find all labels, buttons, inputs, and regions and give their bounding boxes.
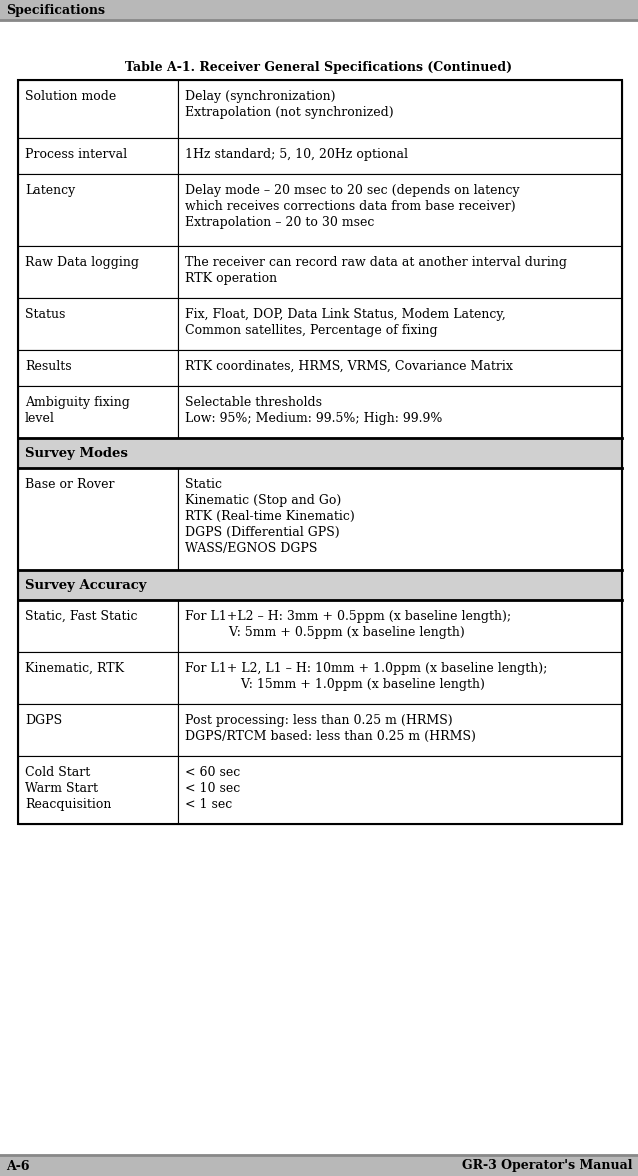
Text: RTK (Real-time Kinematic): RTK (Real-time Kinematic) [185, 510, 355, 523]
Text: Raw Data logging: Raw Data logging [25, 256, 139, 269]
Bar [18, 138, 178, 174]
Bar [18, 704, 178, 756]
Text: Latency: Latency [25, 183, 75, 198]
Text: Table A-1. Receiver General Specifications (Continued): Table A-1. Receiver General Specificatio… [126, 61, 512, 74]
Text: 1Hz standard; 5, 10, 20Hz optional: 1Hz standard; 5, 10, 20Hz optional [185, 148, 408, 161]
Bar [18, 652, 178, 704]
Bar [178, 350, 622, 386]
Bar [18, 174, 178, 246]
Text: Survey Accuracy: Survey Accuracy [25, 579, 147, 592]
Text: GR-3 Operator's Manual: GR-3 Operator's Manual [461, 1160, 632, 1172]
Text: DGPS (Differential GPS): DGPS (Differential GPS) [185, 526, 339, 539]
Text: Kinematic, RTK: Kinematic, RTK [25, 662, 124, 675]
Text: Delay mode – 20 msec to 20 sec (depends on latency: Delay mode – 20 msec to 20 sec (depends … [185, 183, 519, 198]
Text: Selectable thresholds: Selectable thresholds [185, 396, 322, 409]
Text: Common satellites, Percentage of fixing: Common satellites, Percentage of fixing [185, 325, 438, 338]
Text: Post processing: less than 0.25 m (HRMS): Post processing: less than 0.25 m (HRMS) [185, 714, 452, 727]
Bar [178, 174, 622, 246]
Text: Results: Results [25, 360, 71, 373]
Bar [178, 246, 622, 298]
Bar [18, 298, 178, 350]
Text: Low: 95%; Medium: 99.5%; High: 99.9%: Low: 95%; Medium: 99.5%; High: 99.9% [185, 412, 442, 425]
Bar [18, 80, 622, 824]
Text: RTK operation: RTK operation [185, 272, 277, 285]
Text: Solution mode: Solution mode [25, 91, 116, 103]
Bar [18, 600, 178, 652]
Bar [18, 468, 178, 570]
Text: Fix, Float, DOP, Data Link Status, Modem Latency,: Fix, Float, DOP, Data Link Status, Modem… [185, 308, 506, 321]
Text: < 1 sec: < 1 sec [185, 799, 232, 811]
Text: Process interval: Process interval [25, 148, 127, 161]
Bar [178, 138, 622, 174]
Text: For L1+ L2, L1 – H: 10mm + 1.0ppm (x baseline length);: For L1+ L2, L1 – H: 10mm + 1.0ppm (x bas… [185, 662, 547, 675]
Text: V: 15mm + 1.0ppm (x baseline length): V: 15mm + 1.0ppm (x baseline length) [185, 679, 485, 691]
Text: Ambiguity fixing: Ambiguity fixing [25, 396, 130, 409]
Bar [178, 600, 622, 652]
Text: Warm Start: Warm Start [25, 782, 98, 795]
Text: A-6: A-6 [6, 1160, 29, 1172]
Bar [178, 704, 622, 756]
Text: DGPS/RTCM based: less than 0.25 m (HRMS): DGPS/RTCM based: less than 0.25 m (HRMS) [185, 730, 476, 743]
Bar [18, 246, 178, 298]
Text: < 60 sec: < 60 sec [185, 766, 241, 779]
Bar [18, 437, 622, 468]
Text: V: 5mm + 0.5ppm (x baseline length): V: 5mm + 0.5ppm (x baseline length) [185, 626, 464, 639]
Bar [18, 80, 178, 138]
Text: Extrapolation – 20 to 30 msec: Extrapolation – 20 to 30 msec [185, 216, 375, 229]
Text: Delay (synchronization): Delay (synchronization) [185, 91, 336, 103]
Bar [178, 468, 622, 570]
Text: < 10 sec: < 10 sec [185, 782, 241, 795]
Text: For L1+L2 – H: 3mm + 0.5ppm (x baseline length);: For L1+L2 – H: 3mm + 0.5ppm (x baseline … [185, 610, 511, 623]
Text: Static: Static [185, 477, 222, 492]
Bar [18, 386, 178, 437]
Text: DGPS: DGPS [25, 714, 62, 727]
Text: Extrapolation (not synchronized): Extrapolation (not synchronized) [185, 106, 394, 119]
Bar [18, 570, 622, 600]
Text: Reacquisition: Reacquisition [25, 799, 112, 811]
Text: Survey Modes: Survey Modes [25, 447, 128, 460]
Bar [0, 1155, 638, 1176]
Text: RTK coordinates, HRMS, VRMS, Covariance Matrix: RTK coordinates, HRMS, VRMS, Covariance … [185, 360, 513, 373]
Text: Static, Fast Static: Static, Fast Static [25, 610, 138, 623]
Text: which receives corrections data from base receiver): which receives corrections data from bas… [185, 200, 516, 213]
Bar [178, 386, 622, 437]
Text: Kinematic (Stop and Go): Kinematic (Stop and Go) [185, 494, 341, 507]
Text: level: level [25, 412, 55, 425]
Text: Cold Start: Cold Start [25, 766, 90, 779]
Bar [178, 80, 622, 138]
Bar [178, 652, 622, 704]
Text: Specifications: Specifications [6, 4, 105, 16]
Text: Status: Status [25, 308, 65, 321]
Bar [178, 298, 622, 350]
Bar [18, 756, 178, 824]
Bar [18, 350, 178, 386]
Text: Base or Rover: Base or Rover [25, 477, 114, 492]
Bar [178, 756, 622, 824]
Text: WASS/EGNOS DGPS: WASS/EGNOS DGPS [185, 542, 317, 555]
Bar [0, 0, 638, 20]
Text: The receiver can record raw data at another interval during: The receiver can record raw data at anot… [185, 256, 567, 269]
